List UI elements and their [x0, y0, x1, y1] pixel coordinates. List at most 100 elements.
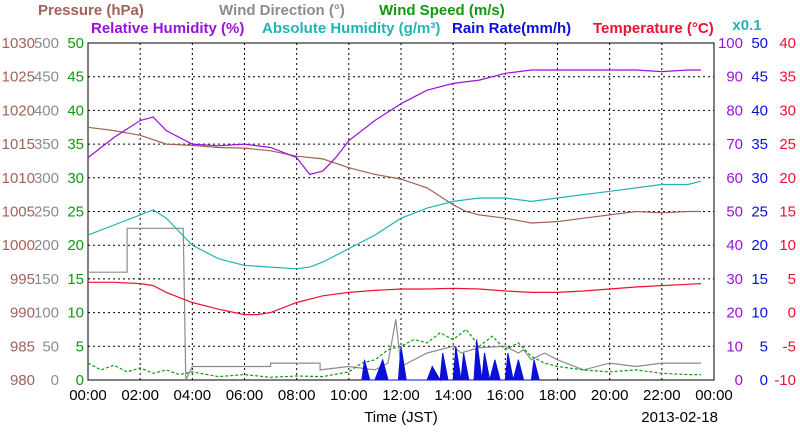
legend-item: Temperature (°C) — [593, 20, 714, 37]
series-pressure-hpa — [87, 126, 701, 224]
y-tick-wind-speed: 10 — [67, 305, 84, 322]
x-tick: 00:00 — [69, 387, 107, 404]
y-tick-humidity: 60 — [726, 170, 743, 187]
y-tick-wind-speed: 40 — [67, 102, 84, 119]
x-tick: 14:00 — [434, 387, 472, 404]
y-tick-wind-speed: 25 — [67, 204, 84, 221]
y-tick-temperature: 40 — [779, 35, 796, 52]
axis-labels: 9809859909951000100510101015102010251030… — [2, 35, 796, 404]
x-axis-label: Time (JST) — [364, 409, 438, 426]
x-tick: 18:00 — [539, 387, 577, 404]
y-tick-pressure: 990 — [10, 305, 35, 322]
y-tick-wind-direction: 400 — [34, 102, 59, 119]
y-tick-temperature: 20 — [779, 170, 796, 187]
y-tick-humidity: 0 — [735, 372, 743, 389]
y-tick-wind-direction: 300 — [34, 170, 59, 187]
legend-item: Relative Humidity (%) — [91, 20, 244, 37]
x-tick: 04:00 — [174, 387, 212, 404]
x-tick: 02:00 — [121, 387, 159, 404]
x-tick: 22:00 — [643, 387, 681, 404]
y-tick-wind-speed: 20 — [67, 237, 84, 254]
legend: Pressure (hPa) Wind Direction (°) Wind Spe… — [38, 2, 714, 37]
y-tick-wind-speed: 15 — [67, 271, 84, 288]
x-tick: 00:00 — [695, 387, 733, 404]
y-tick-pressure: 1015 — [2, 136, 35, 153]
axis-multiplier-note: x0.1 — [732, 17, 761, 34]
y-tick-wind-direction: 50 — [42, 338, 59, 355]
y-tick-humidity: 40 — [726, 237, 743, 254]
y-tick-rain: 20 — [751, 237, 768, 254]
series-temperature-c — [88, 281, 702, 316]
grid — [88, 43, 714, 380]
y-tick-rain: 35 — [751, 136, 768, 153]
x-tick: 12:00 — [382, 387, 420, 404]
y-tick-rain: 5 — [760, 338, 768, 355]
x-tick: 10:00 — [330, 387, 368, 404]
series-absolute-humidity-g-m — [87, 180, 702, 270]
x-tick: 16:00 — [487, 387, 525, 404]
series-relative-humidity — [87, 69, 701, 176]
y-tick-humidity: 30 — [726, 271, 743, 288]
series-wind-speed-m-s — [87, 328, 701, 378]
legend-item: Absolute Humidity (g/m³) — [262, 20, 440, 37]
legend-item: Wind Direction (°) — [219, 2, 345, 19]
y-tick-temperature: 30 — [779, 102, 796, 119]
y-tick-wind-direction: 100 — [34, 305, 59, 322]
y-tick-pressure: 1025 — [2, 69, 35, 86]
y-tick-temperature: -5 — [783, 338, 796, 355]
y-tick-wind-speed: 45 — [67, 69, 84, 86]
y-tick-wind-direction: 450 — [34, 69, 59, 86]
series-rain-rate-mm-h — [361, 339, 540, 382]
y-tick-humidity: 50 — [726, 204, 743, 221]
y-tick-wind-direction: 150 — [34, 271, 59, 288]
x-tick: 08:00 — [278, 387, 316, 404]
y-tick-rain: 50 — [751, 35, 768, 52]
date-label: 2013-02-18 — [641, 409, 718, 426]
y-tick-wind-direction: 250 — [34, 204, 59, 221]
legend-item: Rain Rate(mm/h) — [452, 20, 571, 37]
y-tick-wind-direction: 200 — [34, 237, 59, 254]
y-tick-pressure: 1020 — [2, 102, 35, 119]
series-layer — [87, 69, 702, 382]
x-tick: 06:00 — [226, 387, 264, 404]
y-tick-pressure: 1010 — [2, 170, 35, 187]
y-tick-wind-speed: 5 — [76, 338, 84, 355]
y-tick-wind-speed: 30 — [67, 170, 84, 187]
y-tick-rain: 10 — [751, 305, 768, 322]
y-tick-wind-speed: 35 — [67, 136, 84, 153]
x-tick: 20:00 — [591, 387, 629, 404]
y-tick-humidity: 20 — [726, 305, 743, 322]
y-tick-temperature: 25 — [779, 136, 796, 153]
y-tick-wind-direction: 500 — [34, 35, 59, 52]
y-tick-wind-direction: 350 — [34, 136, 59, 153]
y-tick-wind-speed: 50 — [67, 35, 84, 52]
y-tick-humidity: 100 — [718, 35, 743, 52]
y-tick-pressure: 1005 — [2, 204, 35, 221]
y-tick-pressure: 1000 — [2, 237, 35, 254]
y-tick-rain: 15 — [751, 271, 768, 288]
y-tick-humidity: 10 — [726, 338, 743, 355]
y-tick-pressure: 1030 — [2, 35, 35, 52]
y-tick-rain: 40 — [751, 102, 768, 119]
y-tick-rain: 30 — [751, 170, 768, 187]
y-tick-humidity: 70 — [726, 136, 743, 153]
y-tick-rain: 45 — [751, 69, 768, 86]
legend-item: Pressure (hPa) — [38, 2, 144, 19]
y-tick-wind-speed: 0 — [76, 372, 84, 389]
y-tick-temperature: 5 — [788, 271, 796, 288]
y-tick-pressure: 995 — [10, 271, 35, 288]
y-tick-pressure: 980 — [10, 372, 35, 389]
y-tick-temperature: 15 — [779, 204, 796, 221]
y-tick-rain: 25 — [751, 204, 768, 221]
y-tick-temperature: -10 — [774, 372, 796, 389]
legend-item: Wind Speed (m/s) — [379, 2, 505, 19]
y-tick-humidity: 80 — [726, 102, 743, 119]
y-tick-rain: 0 — [760, 372, 768, 389]
y-tick-pressure: 985 — [10, 338, 35, 355]
y-tick-wind-direction: 0 — [51, 372, 59, 389]
y-tick-temperature: 10 — [779, 237, 796, 254]
y-tick-humidity: 90 — [726, 69, 743, 86]
y-tick-temperature: 0 — [788, 305, 796, 322]
y-tick-temperature: 35 — [779, 69, 796, 86]
